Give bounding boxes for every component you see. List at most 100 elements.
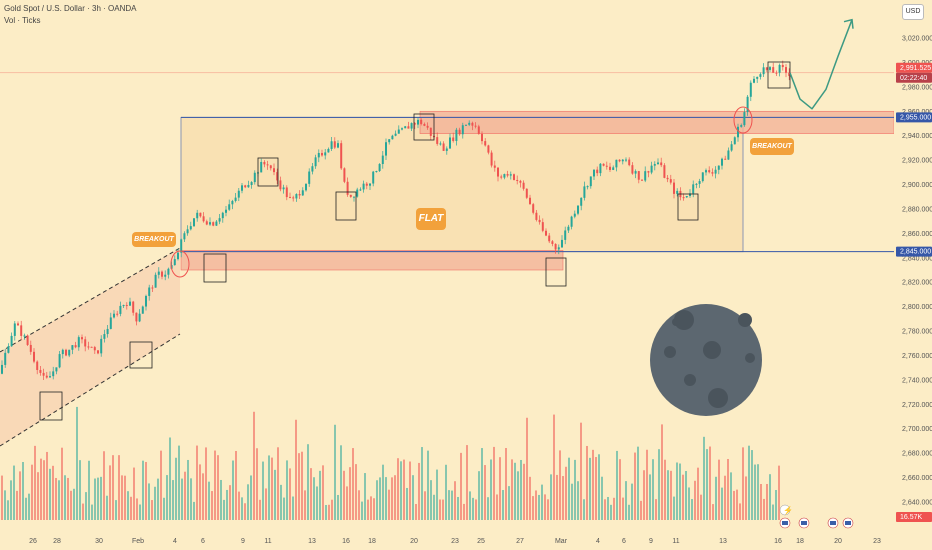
candle	[641, 179, 643, 181]
candle	[148, 287, 151, 296]
volume-bar	[181, 478, 183, 520]
candle	[749, 82, 752, 97]
volume-bar	[610, 504, 612, 520]
candle	[36, 361, 39, 370]
volume-bar	[463, 503, 465, 520]
countdown-label: 02:22:40	[900, 75, 927, 82]
candle	[599, 163, 602, 174]
volume-bar	[322, 465, 324, 520]
candle	[29, 344, 32, 352]
candle	[93, 347, 96, 351]
price-axis-tick-label: 2,800.000	[902, 304, 932, 311]
symbol-title[interactable]: Gold Spot / U.S. Dollar · 3h · OANDA	[4, 4, 137, 13]
candle	[733, 137, 736, 145]
time-axis-tick-label: 16	[342, 538, 350, 545]
candle	[669, 179, 672, 183]
candle	[417, 119, 419, 125]
candle	[292, 197, 295, 199]
swing-highlight-box	[413, 113, 435, 141]
candle	[228, 204, 231, 210]
volume-bar	[559, 450, 561, 520]
volume-bar	[517, 471, 519, 520]
volume-bar	[313, 477, 315, 520]
candle	[97, 350, 99, 354]
volume-bar	[49, 468, 51, 520]
volume-bar	[397, 458, 399, 520]
candle	[695, 183, 698, 185]
volume-bar	[142, 460, 144, 520]
volume-bar	[358, 490, 360, 520]
candle	[721, 158, 723, 166]
currency-button[interactable]: USD	[902, 4, 924, 20]
candle	[676, 190, 679, 194]
candle	[273, 168, 275, 173]
candle	[209, 222, 211, 225]
volume-bar	[289, 468, 291, 520]
candle	[13, 323, 16, 336]
current-price-label-bg	[896, 62, 932, 73]
volume-bar	[187, 459, 189, 520]
volume-bar	[595, 457, 597, 520]
volume-bar	[433, 494, 435, 520]
candle	[285, 187, 288, 198]
price-axis-tick-label: 2,640.000	[902, 500, 932, 507]
candle	[781, 64, 784, 68]
lightning-icon[interactable]	[779, 504, 791, 516]
volume-bar	[469, 491, 471, 520]
volume-indicator-label[interactable]: Vol · Ticks	[4, 16, 41, 25]
candle	[477, 126, 480, 134]
volume-bar	[25, 497, 27, 520]
price-axis-tick-label: 2,900.000	[902, 182, 932, 189]
volume-bar	[457, 496, 459, 520]
candle	[631, 165, 634, 174]
volume-bar	[535, 490, 537, 520]
volume-bar	[40, 458, 42, 520]
volume-bar	[445, 464, 447, 520]
price-axis[interactable]	[894, 0, 932, 550]
volume-bar	[763, 498, 765, 520]
candle	[180, 239, 183, 253]
candle	[634, 171, 637, 174]
candle	[276, 172, 279, 181]
volume-bar	[241, 497, 243, 520]
volume-bar	[64, 475, 66, 520]
volume-bar	[16, 490, 18, 520]
candle	[161, 271, 163, 277]
volume-bar	[22, 461, 24, 520]
volume-bar	[148, 483, 150, 520]
volume-bar	[514, 462, 516, 520]
volume-bar	[736, 489, 738, 520]
swing-highlight-box	[677, 193, 699, 221]
candle	[618, 159, 621, 162]
volume-bar	[499, 457, 501, 520]
volume-bar	[733, 490, 735, 520]
candle	[589, 176, 592, 187]
candle	[653, 164, 656, 166]
volume-bar	[34, 445, 36, 520]
volume-bar	[625, 481, 627, 520]
time-axis-tick-label: 27	[516, 538, 524, 545]
candle	[545, 230, 547, 236]
us-flag-field	[782, 521, 788, 525]
volume-bar	[202, 473, 204, 520]
volume-bar	[331, 499, 333, 520]
time-axis[interactable]	[0, 530, 894, 550]
volume-bar	[649, 474, 651, 520]
candle	[301, 190, 304, 196]
volume-bar	[436, 469, 438, 520]
volume-bar	[583, 499, 585, 520]
volume-bar	[508, 486, 510, 520]
candle	[106, 328, 109, 335]
candle	[305, 183, 307, 191]
volume-value-label: 16.57K	[900, 514, 923, 521]
candle	[372, 171, 375, 184]
volume-bar	[46, 451, 48, 520]
volume-bar	[490, 459, 492, 520]
time-axis-tick-label: 20	[834, 538, 842, 545]
candle	[381, 155, 384, 165]
candle	[237, 190, 240, 198]
candle	[500, 176, 503, 178]
swing-highlight-box	[39, 391, 63, 421]
candle	[561, 239, 563, 248]
